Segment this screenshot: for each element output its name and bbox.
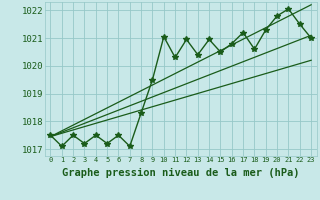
X-axis label: Graphe pression niveau de la mer (hPa): Graphe pression niveau de la mer (hPa)	[62, 168, 300, 178]
